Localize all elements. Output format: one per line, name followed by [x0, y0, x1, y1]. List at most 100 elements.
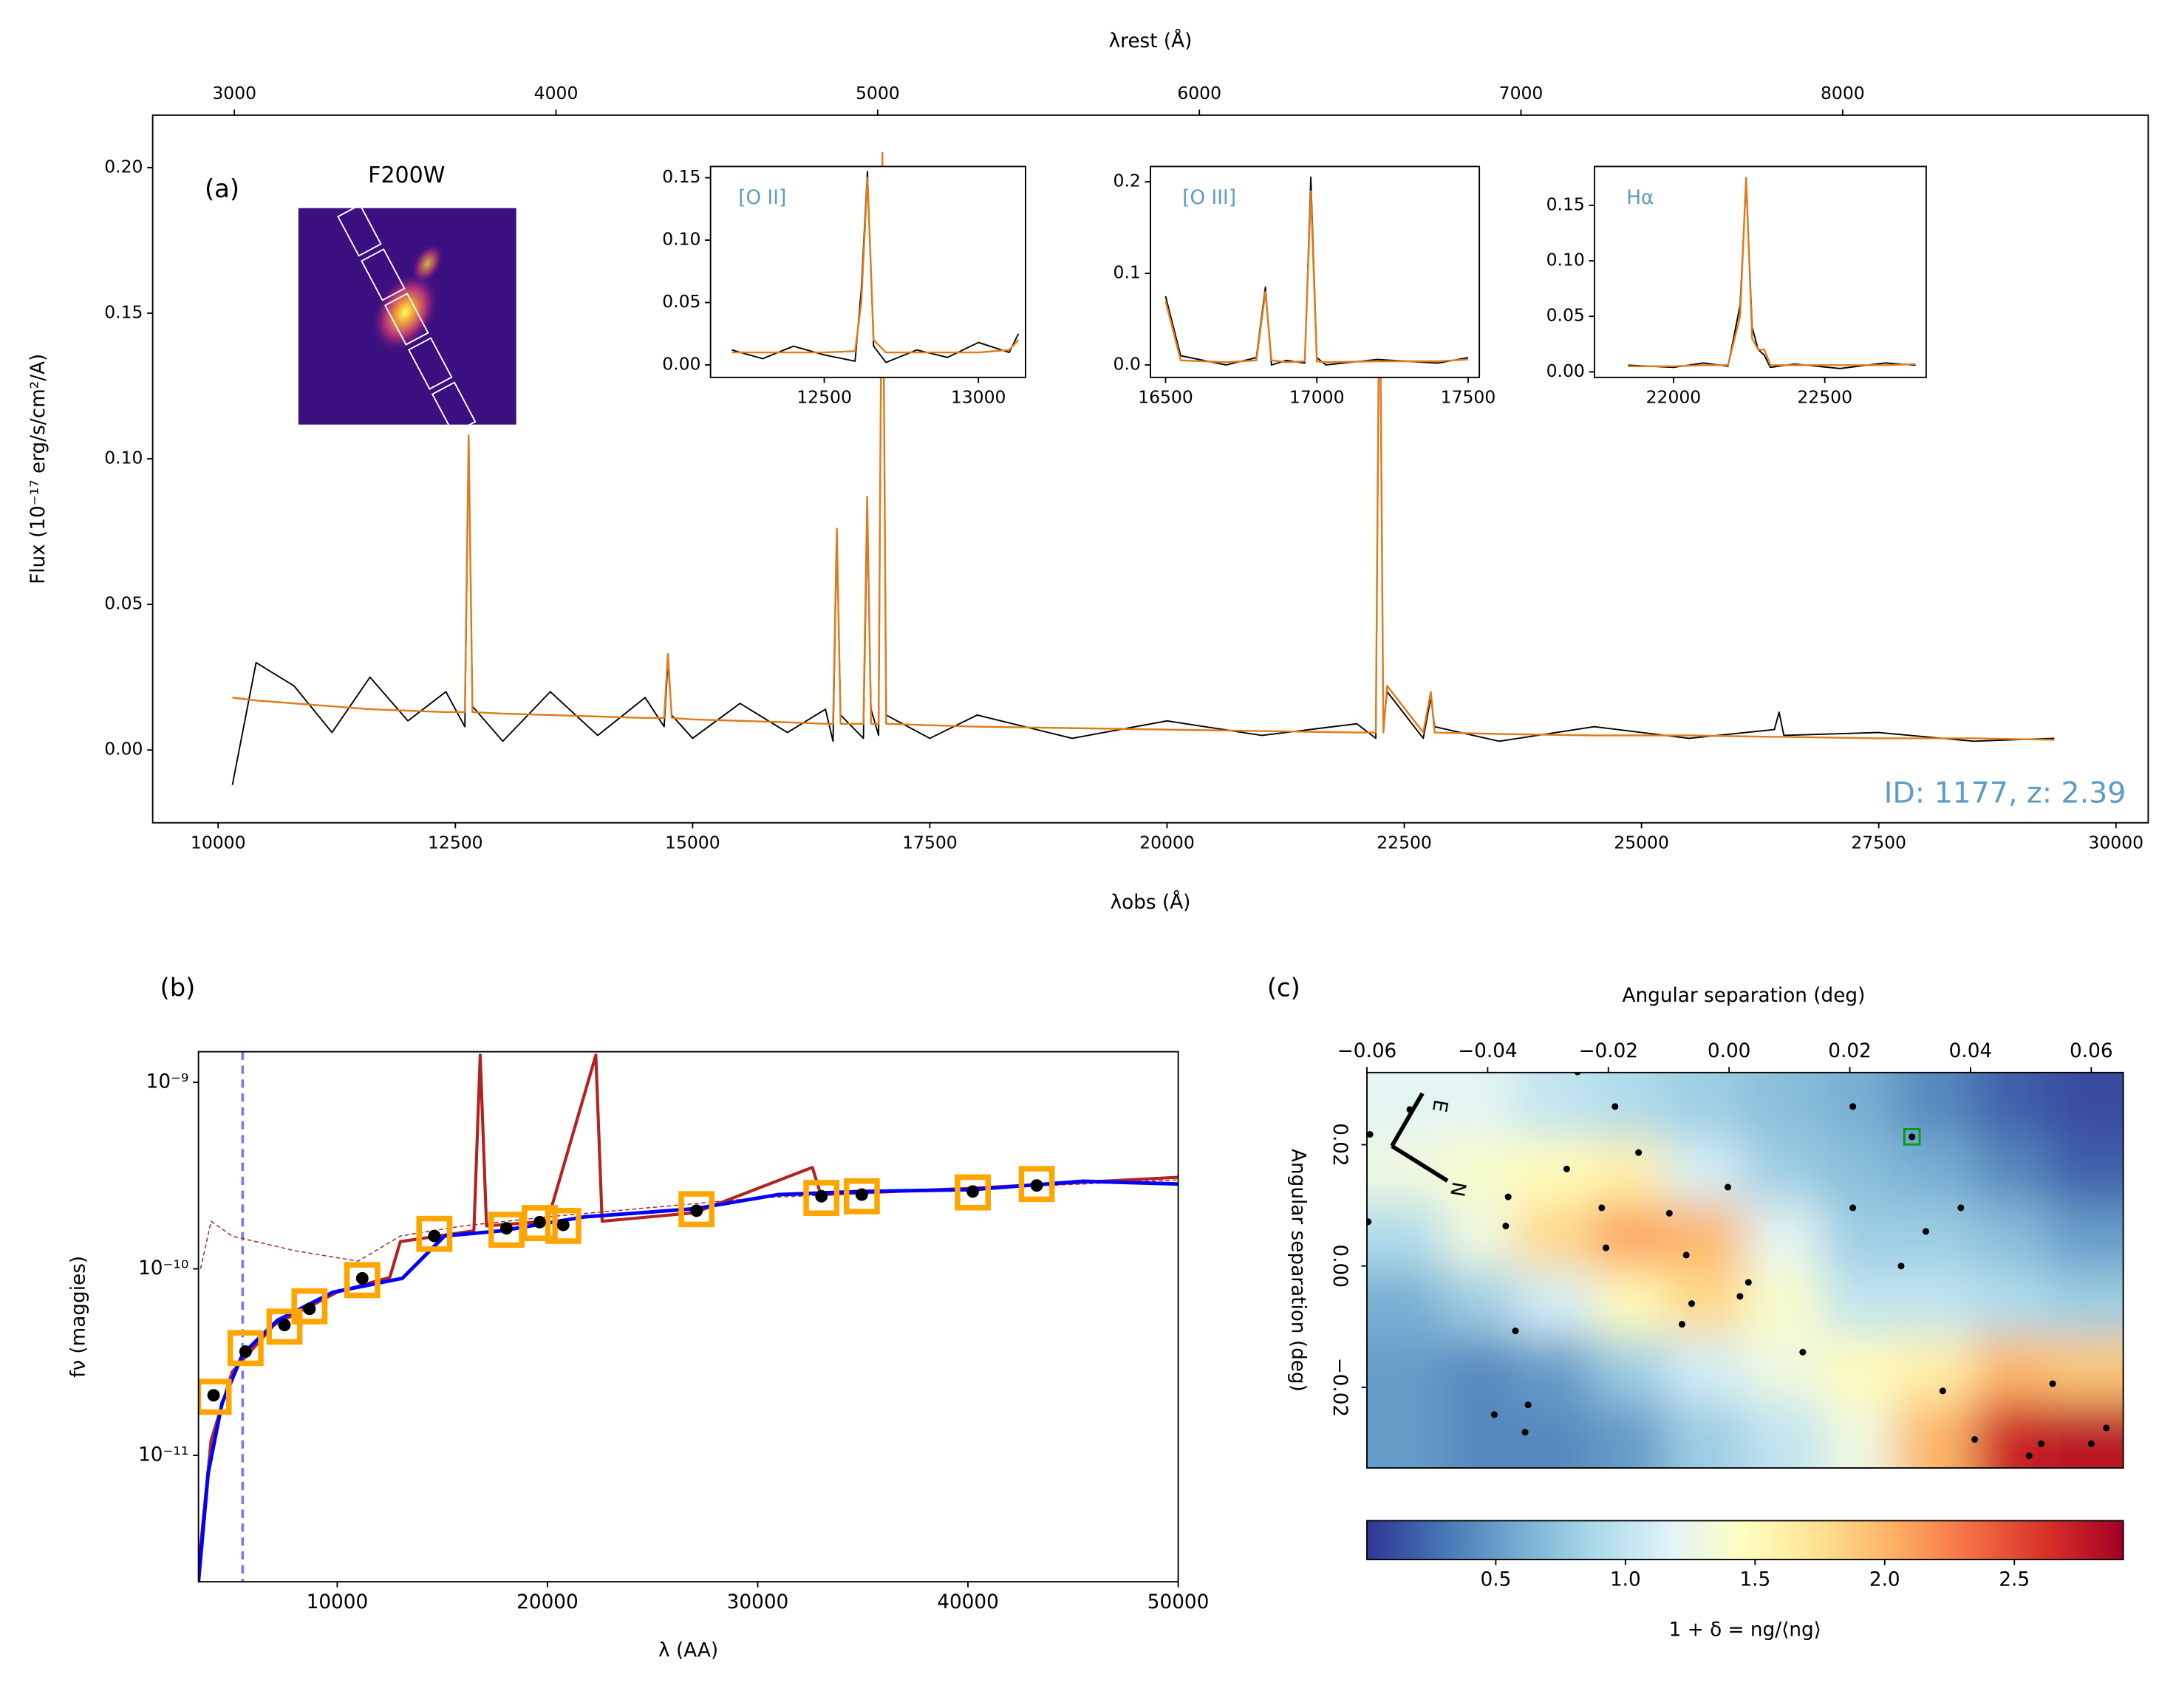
photometry-square — [522, 1205, 558, 1241]
series-line — [198, 1179, 1179, 1582]
map-cell — [1515, 1269, 1595, 1336]
photometry-dot — [303, 1302, 316, 1316]
map-cell — [1744, 1072, 1824, 1139]
plot-area — [198, 1051, 1179, 1582]
map-cell — [2046, 1072, 2124, 1139]
y-tick-label: 0.15 — [1546, 194, 1585, 214]
series-line — [232, 151, 2055, 741]
photometry-square — [198, 1379, 232, 1415]
galaxy-point — [2025, 1452, 2033, 1460]
map-cell — [1367, 1336, 1444, 1403]
x-tick-label: 16500 — [1138, 387, 1193, 408]
x-tick-label: −0.04 — [1458, 1040, 1518, 1062]
x-tick-label: 0.00 — [1708, 1040, 1751, 1062]
photometry-square — [416, 1215, 453, 1252]
x-tick-label: 4000 — [534, 83, 579, 103]
galaxy-point — [2049, 1380, 2056, 1387]
x-axis-label: λ (AA) — [658, 1639, 718, 1661]
y-tick-label: 0.00 — [104, 739, 143, 759]
galaxy-point — [1909, 1133, 1916, 1141]
map-cell — [2046, 1138, 2124, 1205]
axes-frame — [1366, 1071, 2124, 1469]
galaxy-point — [1682, 1251, 1690, 1259]
image-label: F200W — [368, 163, 445, 188]
photometry-dot — [239, 1345, 252, 1359]
axes-frame — [197, 1051, 1179, 1583]
galaxy-point — [1563, 1165, 1570, 1172]
map-cell — [1822, 1269, 1903, 1336]
map-cell — [1665, 1072, 1745, 1139]
x-tick-label: 20000 — [516, 1591, 579, 1613]
map-cell — [1665, 1336, 1745, 1403]
y-tick-label: 0.10 — [662, 229, 700, 250]
x-tick-label: 10000 — [191, 832, 246, 853]
galaxy-point — [1367, 1218, 1372, 1226]
inset-background — [1595, 166, 1926, 378]
y-tick-label: 0.05 — [1546, 305, 1585, 326]
map-cell — [1974, 1269, 2053, 1336]
x-tick-label: 30000 — [2088, 832, 2143, 853]
x-tick-label: 2.0 — [1869, 1569, 1900, 1591]
photometry-square — [344, 1262, 381, 1299]
map-cell — [1744, 1203, 1824, 1270]
map-cell — [2046, 1401, 2124, 1469]
map-cell — [1515, 1138, 1595, 1205]
x-tick-label: 1.0 — [1610, 1569, 1641, 1591]
y-tick-label: 0.00 — [1546, 361, 1585, 381]
photometry-dot — [556, 1218, 570, 1232]
map-cell — [1822, 1401, 1903, 1469]
photometry-square — [227, 1330, 264, 1367]
map-cell — [1593, 1203, 1673, 1270]
plot-area — [1164, 176, 1469, 366]
photometry-square — [1018, 1166, 1055, 1203]
annotation: ID: 1177, z: 2.39 — [1884, 776, 2126, 810]
x-tick-label: 22000 — [1646, 387, 1702, 408]
x-tick-label: 0.04 — [1949, 1040, 1993, 1062]
slit — [431, 381, 477, 434]
plot-area — [1628, 177, 1916, 369]
map-cell — [1442, 1336, 1522, 1403]
y-tick-label: 0.02 — [1329, 1123, 1351, 1166]
photometry-square — [843, 1178, 880, 1215]
map-cell — [1894, 1336, 1975, 1403]
y-tick-label: 0.2 — [1113, 171, 1141, 191]
map-cell — [1894, 1203, 1975, 1270]
map-cell — [1593, 1269, 1673, 1336]
y-tick-label: 0.00 — [662, 353, 700, 374]
slit — [384, 293, 429, 346]
x-tick-label: 0.5 — [1481, 1569, 1512, 1591]
x-tick-label: 50000 — [1147, 1591, 1210, 1613]
photometry-dot — [690, 1204, 703, 1217]
x-tick-label: 8000 — [1821, 83, 1865, 103]
galaxy-point — [1971, 1435, 1979, 1444]
photometry-dot — [966, 1185, 980, 1198]
series-line — [1164, 190, 1469, 363]
colorbar-label: 1 + δ = ng/⟨ng⟩ — [1669, 1619, 1821, 1641]
galaxy-point — [1922, 1228, 1929, 1235]
galaxy-point — [1611, 1103, 1619, 1110]
x-tick-label: 7000 — [1499, 83, 1544, 103]
galaxy-point — [1688, 1300, 1696, 1308]
map-cell — [1367, 1203, 1444, 1270]
compass-north — [1391, 1144, 1449, 1183]
y-tick-label: 0.10 — [1546, 250, 1585, 270]
x-tick-label: 27500 — [1851, 832, 1906, 853]
y-tick-label: 0.05 — [104, 593, 143, 614]
map-cell — [1894, 1269, 1975, 1336]
map-cell — [1822, 1072, 1903, 1139]
axes-frame — [151, 114, 2149, 824]
x-tick-label: 0.02 — [1828, 1040, 1872, 1062]
x-tick-label: 6000 — [1177, 83, 1221, 103]
map-cell — [1367, 1401, 1444, 1469]
map-cell — [1974, 1401, 2053, 1469]
photometry-square — [955, 1174, 991, 1211]
y-tick-label: −0.02 — [1329, 1358, 1351, 1418]
y-axis-label: fν (maggies) — [68, 1256, 90, 1378]
galaxy-point — [1849, 1103, 1857, 1110]
y-tick-label: 0.20 — [104, 156, 143, 177]
map-cell — [1442, 1203, 1522, 1270]
series-line — [1628, 177, 1916, 368]
photometry-dot — [533, 1215, 546, 1229]
panel-label: Hα — [1626, 187, 1654, 209]
